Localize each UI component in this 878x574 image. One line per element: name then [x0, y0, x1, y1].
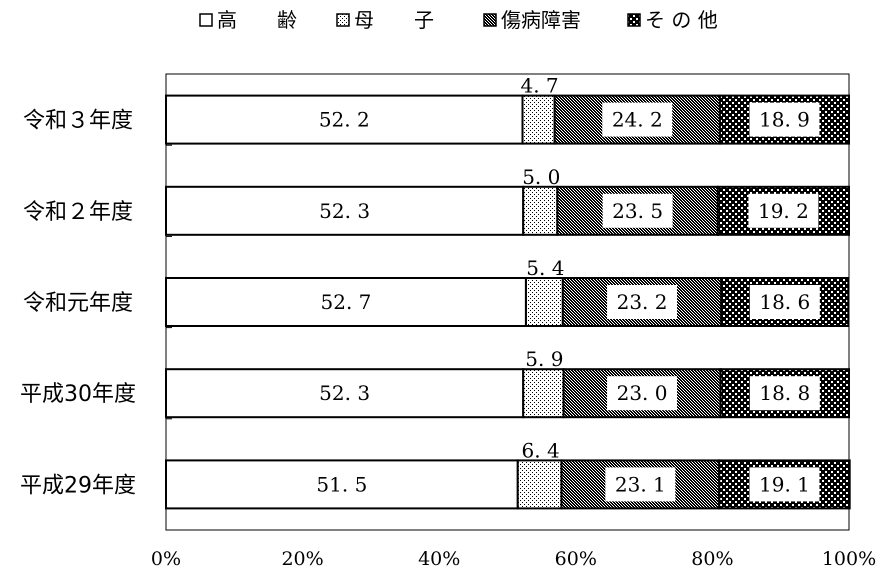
data-label: 23. 0 [617, 381, 668, 405]
bar-segment [521, 94, 556, 145]
data-label: 19. 2 [758, 199, 809, 223]
x-tick-label: 20% [281, 548, 323, 570]
legend-swatch-4 [627, 13, 641, 27]
bar-segment [522, 368, 565, 419]
category-label: 令和２年度 [23, 200, 133, 225]
legend-swatch-1 [199, 13, 213, 27]
data-label-box [749, 376, 820, 411]
data-label-box [749, 467, 820, 502]
data-label: 5. 9 [525, 347, 563, 371]
data-label: 4. 7 [520, 74, 558, 98]
category-label: 平成30年度 [20, 382, 136, 407]
x-tick-label: 0% [151, 548, 181, 570]
category-label: 令和３年度 [23, 109, 133, 134]
data-label-box [749, 102, 820, 137]
data-label: 24. 2 [612, 108, 663, 132]
data-label: 19. 1 [759, 472, 810, 496]
x-tick-label: 40% [418, 548, 460, 570]
legend-label-3: 傷病障害 [501, 8, 581, 32]
data-label-box [607, 285, 678, 319]
bar-segment [165, 459, 519, 510]
bar-segment [524, 277, 564, 327]
data-label-box [605, 467, 676, 502]
category-label: 平成29年度 [20, 473, 136, 498]
data-label: 5. 4 [526, 256, 564, 280]
data-label-box [602, 193, 673, 228]
data-label-box [602, 102, 673, 137]
data-label: 18. 8 [759, 381, 810, 405]
legend-label-2: 母 子 [354, 8, 434, 32]
legend-label-1: 高 齢 [217, 8, 297, 32]
bar-segment [165, 94, 524, 145]
data-label: 52. 2 [319, 108, 370, 132]
data-label-box [607, 376, 678, 411]
legend: 高 齢 母 子 傷病障害 そ の 他 [199, 8, 718, 32]
x-tick-label: 80% [691, 548, 733, 570]
bar-segment [522, 185, 559, 236]
data-label: 23. 2 [617, 290, 668, 314]
data-label: 18. 9 [759, 108, 810, 132]
data-label: 52. 3 [319, 199, 370, 223]
data-label: 5. 0 [522, 165, 560, 189]
data-label: 23. 5 [612, 199, 663, 223]
data-label: 52. 7 [321, 290, 372, 314]
x-tick-label: 100% [822, 548, 876, 570]
legend-label-4: そ の 他 [645, 8, 718, 32]
data-label: 51. 5 [316, 472, 367, 496]
data-label: 23. 1 [615, 472, 666, 496]
data-label-box [749, 285, 820, 319]
x-axis-ticks: 0% 20% 40% 60% 80% 100% [151, 548, 876, 570]
data-label: 6. 4 [522, 438, 560, 462]
data-label: 18. 6 [759, 290, 810, 314]
legend-swatch-2 [336, 13, 350, 27]
x-tick-label: 60% [555, 548, 597, 570]
category-label: 令和元年度 [23, 291, 133, 316]
data-label-box [748, 193, 819, 228]
data-label: 52. 3 [319, 381, 370, 405]
bar-segment [516, 459, 563, 510]
bars: 52. 2 4. 7 24. 2 18. 9 52. 3 5. 0 23. 5 19. 2 52… [165, 74, 851, 510]
legend-swatch-3 [483, 13, 497, 27]
